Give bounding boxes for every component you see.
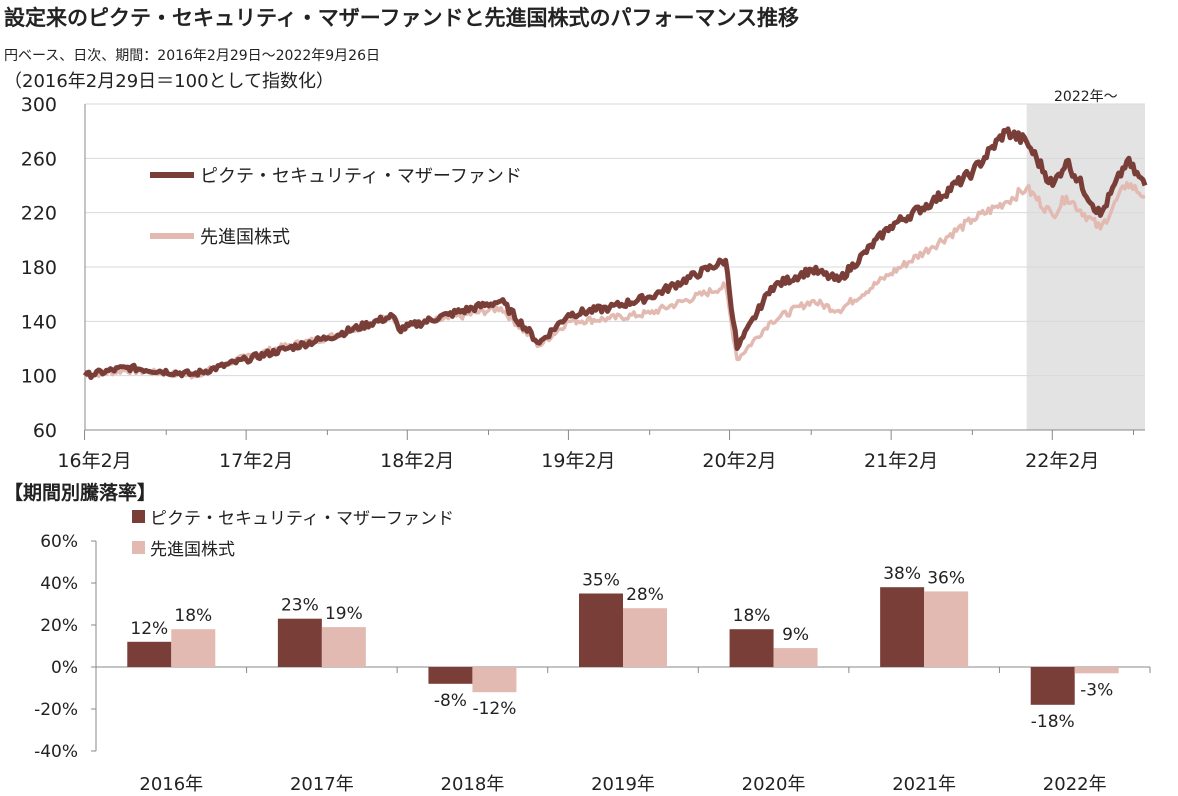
x-tick-label: 17年2月: [219, 450, 293, 472]
bar-legend-swatch-fund: [132, 510, 145, 523]
fund-line: [82, 126, 1148, 380]
y-tick-label: 60: [33, 420, 57, 442]
line-legend: ピクテ・セキュリティ・マザーファンド 先進国株式: [150, 166, 522, 248]
bar-data-label: 35%: [582, 571, 620, 591]
bar-benchmark: [321, 627, 366, 667]
bar-category-label: 2019年: [591, 774, 655, 795]
bar-legend-label-benchmark: 先進国株式: [150, 540, 235, 560]
bar-category-label: 2018年: [441, 774, 505, 795]
bar-category-label: 2020年: [742, 774, 806, 795]
bar-fund: [127, 641, 172, 667]
y-tick-label: 220: [21, 203, 57, 225]
bar-legend-swatch-benchmark: [132, 541, 145, 554]
bar-fund: [428, 667, 473, 684]
bar-benchmark: [924, 591, 969, 667]
bar-y-tick-label: -40%: [34, 742, 78, 762]
y-tick-label: 260: [21, 148, 57, 170]
bar-data-label: -18%: [1031, 712, 1075, 732]
bar-fund: [277, 618, 322, 667]
y-tick-label: 180: [21, 257, 57, 279]
x-tick-label: 19年2月: [541, 450, 615, 472]
legend-label-benchmark: 先進国株式: [200, 227, 290, 248]
bar-data-label: -8%: [434, 691, 467, 711]
bar-legend: ピクテ・セキュリティ・マザーファンド 先進国株式: [132, 509, 454, 560]
index-note: （2016年2月29日＝100として指数化）: [4, 71, 334, 92]
subtitle: 円ベース、日次、期間：2016年2月29日～2022年9月26日: [4, 48, 381, 64]
bar-data-label: -3%: [1080, 680, 1113, 700]
bar-benchmark: [623, 608, 667, 667]
bar-data-label: 18%: [174, 606, 212, 626]
legend-label-fund: ピクテ・セキュリティ・マザーファンド: [200, 166, 522, 187]
highlight-band: [1026, 104, 1145, 430]
bar-category-label: 2021年: [892, 774, 956, 795]
bar-fund: [1030, 667, 1075, 705]
benchmark-line: [84, 181, 1146, 380]
x-tick-label: 22年2月: [1025, 450, 1099, 472]
bar-data-label: 18%: [733, 606, 771, 626]
bar-section-title: 【期間別騰落率】: [4, 482, 157, 504]
page-title: 設定来のピクテ・セキュリティ・マザーファンドと先進国株式のパフォーマンス推移: [4, 6, 800, 30]
bar-fund: [880, 587, 925, 667]
bar-data-label: 38%: [883, 564, 921, 584]
bar-data-label: 12%: [130, 619, 168, 639]
y-tick-label: 100: [21, 366, 57, 388]
bar-y-tick-label: -20%: [34, 700, 78, 720]
bar-data-label: 36%: [927, 568, 965, 588]
bar-benchmark: [773, 648, 818, 667]
bar-y-tick-label: 40%: [40, 574, 78, 594]
bar-y-tick-label: 60%: [40, 532, 78, 552]
bar-data-label: 19%: [325, 604, 363, 624]
bar-data-label: -12%: [472, 699, 516, 719]
bar-category-label: 2016年: [139, 774, 203, 795]
y-tick-label: 300: [21, 94, 57, 116]
y-tick-label: 140: [21, 311, 57, 333]
bar-y-tick-label: 0%: [51, 658, 78, 678]
bar-data-label: 23%: [281, 596, 319, 616]
bar-category-label: 2022年: [1043, 774, 1107, 795]
bar-fund: [729, 629, 774, 667]
highlight-label: 2022年～: [1054, 89, 1118, 105]
bar-benchmark: [171, 629, 216, 667]
x-tick-label: 18年2月: [380, 450, 454, 472]
bar-category-label: 2017年: [290, 774, 354, 795]
bar-benchmark: [472, 667, 517, 693]
bar-data-label: 28%: [626, 585, 664, 605]
x-tick-label: 21年2月: [864, 450, 938, 472]
x-tick-label: 20年2月: [702, 450, 776, 472]
bar-data-label: 9%: [782, 625, 809, 645]
bar-legend-label-fund: ピクテ・セキュリティ・マザーファンド: [150, 509, 454, 529]
bar-fund: [579, 593, 623, 667]
bar-benchmark: [1074, 667, 1119, 674]
x-tick-label: 16年2月: [57, 450, 131, 472]
bar-y-tick-label: 20%: [40, 616, 78, 636]
